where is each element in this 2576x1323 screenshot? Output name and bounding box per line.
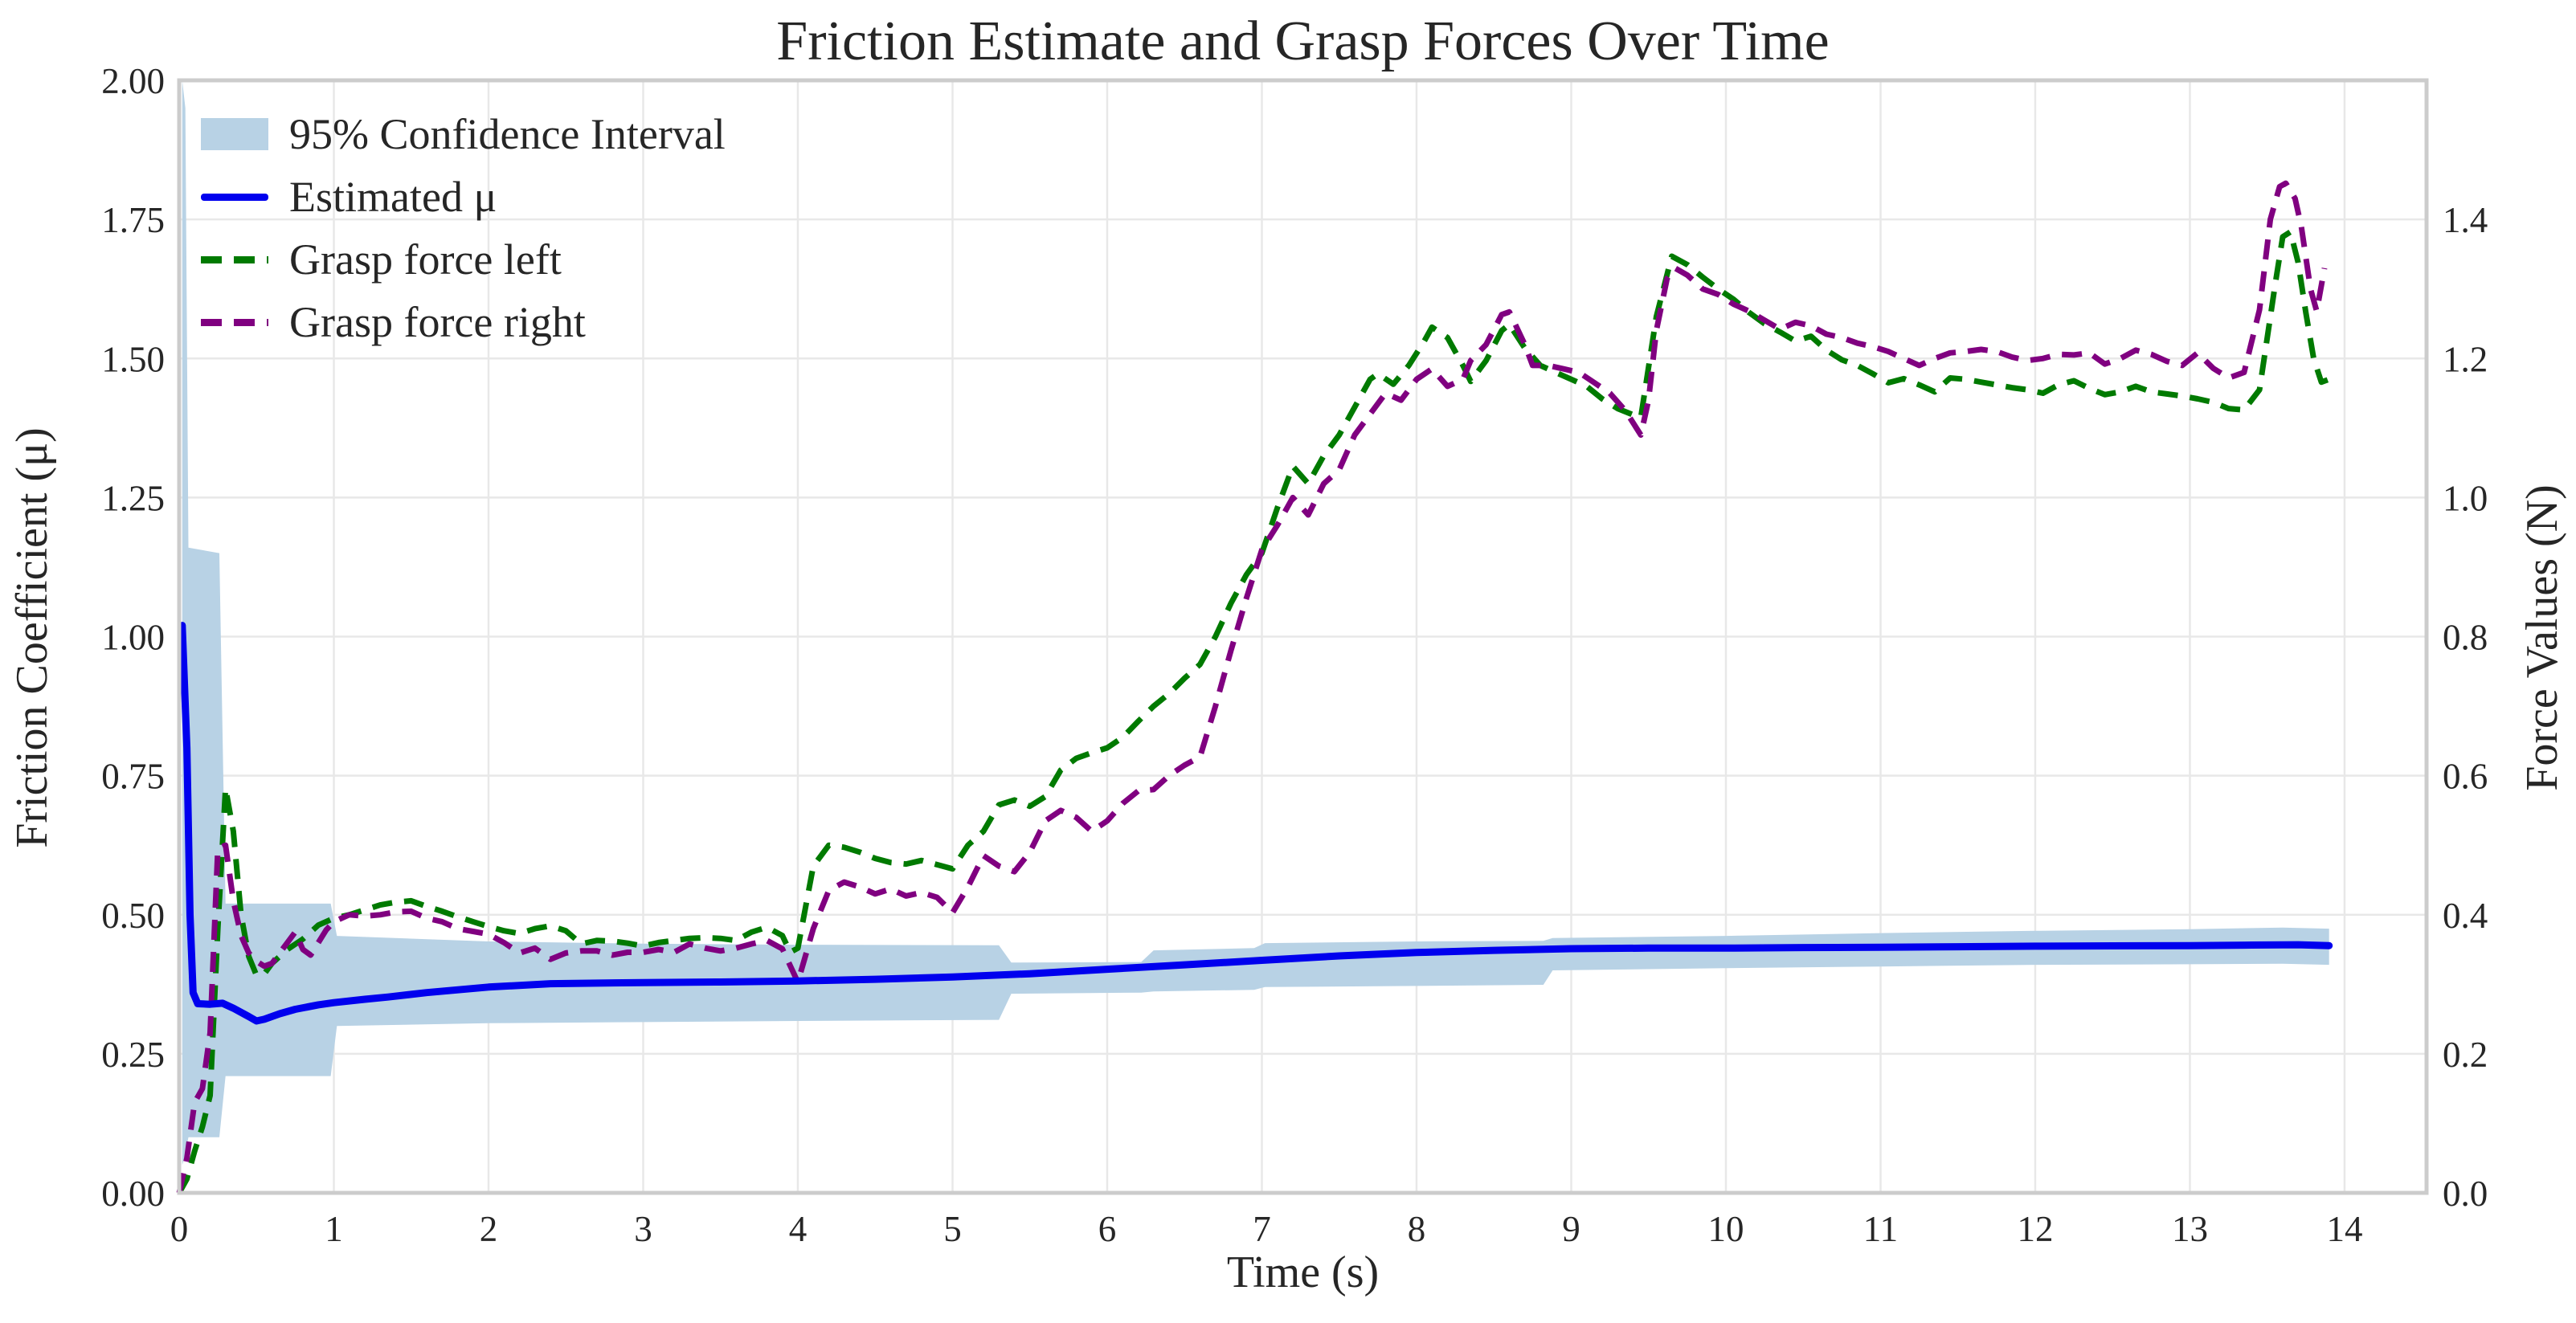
y-tick-label-right: 1.0 <box>2443 478 2488 518</box>
grasp-force-right-line <box>176 180 2328 1194</box>
y-tick-label-right: 0.0 <box>2443 1174 2488 1214</box>
y-axis-label-left: Friction Coefficient (μ) <box>7 427 57 848</box>
x-tick-label: 0 <box>170 1209 189 1249</box>
y-tick-label-right: 0.2 <box>2443 1035 2488 1075</box>
x-tick-label: 1 <box>325 1209 343 1249</box>
x-tick-label: 13 <box>2172 1209 2208 1249</box>
y-axis-label-right: Force Values (N) <box>2517 484 2567 791</box>
estimated-mu-swatch-icon <box>201 193 268 201</box>
y-tick-label-left: 1.75 <box>101 200 165 240</box>
y-tick-label-left: 0.00 <box>101 1174 165 1214</box>
legend-item-confidence-interval: 95% Confidence Interval <box>201 103 726 165</box>
x-tick-label: 2 <box>480 1209 498 1249</box>
x-tick-label: 7 <box>1253 1209 1271 1249</box>
x-tick-label: 10 <box>1707 1209 1744 1249</box>
y-tick-label-right: 0.6 <box>2443 757 2488 797</box>
y-tick-label-right: 1.2 <box>2443 339 2488 379</box>
confidence-band <box>182 80 2329 1166</box>
legend-label: Grasp force left <box>289 235 562 284</box>
x-tick-label: 3 <box>634 1209 652 1249</box>
legend-label: Estimated μ <box>289 173 497 221</box>
x-tick-label: 6 <box>1098 1209 1117 1249</box>
legend: 95% Confidence Interval Estimated μ Gras… <box>201 103 726 353</box>
y-tick-label-right: 0.4 <box>2443 896 2488 936</box>
grasp-force-right-swatch-icon <box>201 318 268 326</box>
x-tick-label: 14 <box>2326 1209 2362 1249</box>
legend-item-grasp-force-right: Grasp force right <box>201 291 726 353</box>
legend-label: Grasp force right <box>289 298 586 346</box>
y-tick-label-left: 1.50 <box>101 339 165 379</box>
x-tick-label: 8 <box>1408 1209 1426 1249</box>
x-tick-label: 5 <box>943 1209 962 1249</box>
chart-title: Friction Estimate and Grasp Forces Over … <box>776 10 1830 72</box>
confidence-band-swatch-icon <box>201 118 268 150</box>
grasp-force-left-swatch-icon <box>201 255 268 263</box>
x-tick-label: 9 <box>1562 1209 1580 1249</box>
y-tick-label-left: 1.00 <box>101 618 165 658</box>
x-tick-label: 12 <box>2017 1209 2053 1249</box>
x-tick-label: 11 <box>1863 1209 1898 1249</box>
x-axis-label: Time (s) <box>1226 1247 1380 1297</box>
y-tick-label-left: 2.00 <box>101 61 165 101</box>
axes-spines <box>177 78 2429 1195</box>
y-tick-label-left: 0.75 <box>101 757 165 797</box>
legend-item-estimated-mu: Estimated μ <box>201 165 726 228</box>
y-tick-label-left: 0.25 <box>101 1035 165 1075</box>
estimated-mu-line <box>178 622 2333 1025</box>
legend-item-grasp-force-left: Grasp force left <box>201 228 726 291</box>
y-tick-label-left: 0.50 <box>101 896 165 936</box>
x-tick-label: 4 <box>789 1209 808 1249</box>
y-tick-label-left: 1.25 <box>101 478 165 518</box>
y-tick-label-right: 1.4 <box>2443 200 2488 240</box>
grasp-force-left-line <box>176 229 2330 1194</box>
y-tick-label-right: 0.8 <box>2443 618 2488 658</box>
legend-label: 95% Confidence Interval <box>289 110 726 158</box>
